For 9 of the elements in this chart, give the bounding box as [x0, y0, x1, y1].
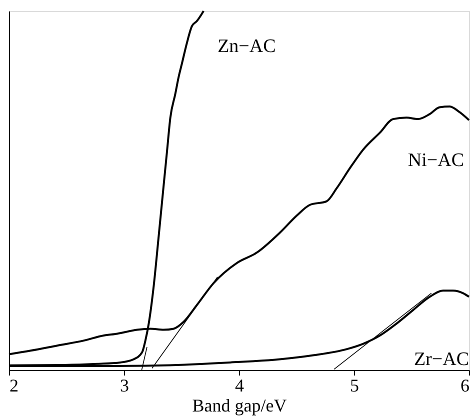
x-tick-label: 2: [10, 376, 18, 396]
x-tick-label: 6: [460, 376, 470, 396]
series-label: Zn−AC: [218, 36, 276, 57]
series-label: Zr−AC: [414, 348, 469, 370]
x-tick-label: 4: [235, 376, 244, 396]
x-tick-label: 3: [120, 376, 129, 396]
series-label: Ni−AC: [408, 150, 464, 172]
x-tick-label: 5: [350, 376, 359, 396]
x-axis-title: Band gap/eV: [192, 396, 287, 416]
